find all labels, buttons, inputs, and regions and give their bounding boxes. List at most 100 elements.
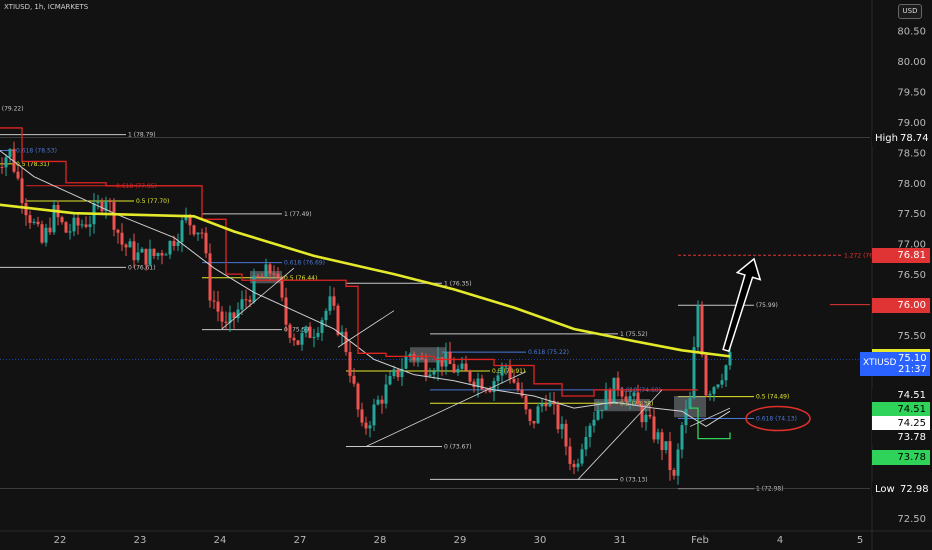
candle-body bbox=[692, 347, 696, 399]
candle-body bbox=[0, 166, 4, 168]
x-tick-label: Feb bbox=[691, 535, 709, 546]
fib-level-label: (75.99) bbox=[756, 302, 778, 309]
candle-body bbox=[412, 354, 416, 361]
candle-body bbox=[600, 409, 604, 411]
fib-level-label: 0 (73.67) bbox=[444, 444, 472, 451]
y-tick-label: 75.50 bbox=[897, 331, 926, 342]
price-tag-value: 76.81 bbox=[897, 250, 926, 262]
candle-body bbox=[104, 201, 108, 212]
candle-body bbox=[292, 337, 296, 341]
candle-body bbox=[716, 384, 720, 388]
candle-body bbox=[424, 359, 428, 377]
candle-body bbox=[308, 326, 312, 338]
candle-body bbox=[24, 203, 28, 216]
candle-body bbox=[472, 381, 476, 388]
candle-body bbox=[320, 320, 324, 333]
candle-body bbox=[260, 276, 264, 278]
candle-body bbox=[204, 232, 208, 254]
candle-body bbox=[164, 254, 168, 256]
currency-button[interactable]: USD bbox=[898, 4, 922, 19]
candle-body bbox=[648, 414, 652, 417]
candle-body bbox=[8, 148, 12, 158]
candle-body bbox=[72, 217, 76, 232]
candle-body bbox=[48, 227, 52, 233]
candle-body bbox=[28, 215, 32, 223]
candle-body bbox=[644, 414, 648, 423]
price-tag-value: 74.51 bbox=[897, 390, 926, 402]
candle-body bbox=[428, 374, 432, 377]
candle-body bbox=[536, 406, 540, 424]
zone-box bbox=[594, 399, 650, 412]
candle-body bbox=[156, 253, 160, 256]
price-tag: 78.74 bbox=[900, 130, 930, 146]
x-tick-label: 29 bbox=[454, 535, 467, 546]
candle-body bbox=[724, 365, 728, 381]
fib-level-label: 0 (76.61) bbox=[128, 264, 156, 271]
candle-body bbox=[128, 241, 132, 248]
up-arrow bbox=[722, 257, 762, 353]
candle-body bbox=[40, 224, 44, 243]
candle-body bbox=[360, 409, 364, 423]
x-tick-label: 28 bbox=[374, 535, 387, 546]
candle-body bbox=[488, 389, 492, 393]
candle-body bbox=[396, 369, 400, 378]
candle-body bbox=[640, 404, 644, 423]
candle-body bbox=[376, 399, 380, 405]
trendline bbox=[337, 310, 395, 348]
candle-body bbox=[328, 296, 332, 311]
candle-body bbox=[296, 340, 300, 345]
candle-body bbox=[596, 410, 600, 420]
candle-body bbox=[192, 225, 196, 235]
price-tag-value: 72.98 bbox=[900, 483, 929, 495]
candle-body bbox=[304, 326, 308, 333]
price-tag: 76.00 bbox=[872, 297, 930, 313]
candle-body bbox=[264, 264, 268, 277]
candle-body bbox=[436, 357, 440, 372]
candle-body bbox=[384, 384, 388, 404]
candle-body bbox=[476, 378, 480, 388]
price-tag-label: Low bbox=[872, 481, 900, 497]
candle-body bbox=[184, 214, 188, 221]
supertrend-line bbox=[0, 127, 698, 397]
candle-body bbox=[336, 305, 340, 335]
price-tag: 75.10 21:37 bbox=[898, 352, 930, 377]
candle-body bbox=[632, 392, 636, 397]
candle-body bbox=[16, 171, 20, 179]
y-tick-label: 78.00 bbox=[897, 179, 926, 190]
candle-body bbox=[168, 241, 172, 255]
candle-body bbox=[532, 420, 536, 424]
trendlines bbox=[221, 257, 811, 480]
candle-body bbox=[708, 393, 712, 396]
fib-level-label: 1.272 (76.81) bbox=[844, 252, 885, 259]
candle-body bbox=[284, 297, 288, 325]
price-tag-value: 73.78 bbox=[897, 451, 926, 463]
trendline bbox=[221, 267, 295, 330]
fib-level-label: 0.5 (74.49) bbox=[756, 394, 789, 401]
candle-body bbox=[300, 332, 304, 345]
price-tag: 73.78 bbox=[872, 430, 930, 446]
candle-body bbox=[432, 371, 436, 375]
y-tick-label: 80.00 bbox=[897, 57, 926, 68]
candle-body bbox=[564, 423, 568, 447]
candle-body bbox=[68, 231, 72, 233]
candle-body bbox=[588, 425, 592, 438]
candle-body bbox=[196, 232, 200, 235]
candle-body bbox=[392, 369, 396, 377]
fib-level-label: 1 (79.22) bbox=[0, 105, 24, 112]
candle-body bbox=[340, 331, 344, 335]
price-tag-value: 74.51 bbox=[897, 403, 926, 415]
price-tag: 74.51 bbox=[872, 401, 930, 417]
candle-body bbox=[52, 205, 56, 233]
candle-body bbox=[236, 309, 240, 319]
candle-body bbox=[188, 214, 192, 226]
candle-body bbox=[332, 296, 336, 306]
x-tick-label: 23 bbox=[134, 535, 147, 546]
candle-body bbox=[540, 403, 544, 407]
candle-body bbox=[672, 469, 676, 476]
candle-body bbox=[468, 370, 472, 382]
candle-body bbox=[508, 366, 512, 379]
candle-body bbox=[276, 273, 280, 278]
candle-body bbox=[44, 227, 48, 243]
fib-level-label: 1 (72.98) bbox=[756, 486, 784, 493]
